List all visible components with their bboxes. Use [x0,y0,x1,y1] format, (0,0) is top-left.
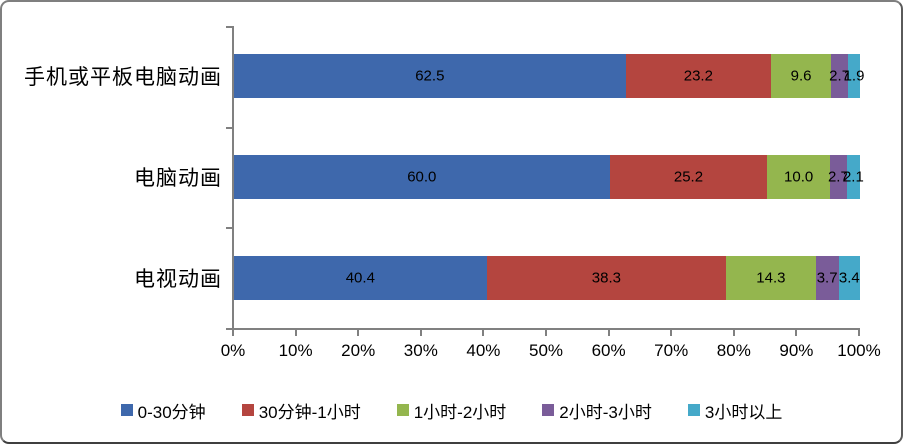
bar-segment: 14.3 [726,255,816,300]
bar-segment: 3.4 [838,255,860,300]
legend-swatch-icon [120,404,133,416]
category-label: 电脑动画 [134,165,222,190]
category-label: 电视动画 [134,266,222,291]
x-tick-label: 70% [654,341,689,360]
bar-segment: 38.3 [486,255,727,300]
bar-segment: 2.1 [843,155,864,199]
x-axis-tick [607,330,610,336]
y-axis-tick [226,126,233,129]
data-label: 3.7 [816,269,838,287]
x-axis-tick [419,330,422,336]
data-label: 23.2 [683,67,713,85]
legend-item: 1小时-2小时 [396,398,507,423]
x-axis-tick [232,330,234,336]
x-tick-label: 80% [716,341,751,360]
x-tick-label: 40% [466,341,501,360]
legend-swatch-icon [241,404,254,416]
bar-segment: 62.5 [234,54,626,99]
data-label: 25.2 [673,168,704,186]
legend: 0-30分钟 30分钟-1小时 1小时-2小时 2小时-3小时 3小时以上 [2,396,901,424]
legend-label: 1小时-2小时 [413,402,507,422]
legend-swatch-icon [687,404,700,416]
y-axis-tick [226,26,233,28]
bar-segment: 2.7 [827,155,849,199]
y-axis-tick [226,227,233,230]
x-tick-label: 100% [837,341,881,360]
bar-segment: 3.7 [815,255,839,300]
data-label: 2.7 [829,67,851,85]
data-label: 9.6 [790,67,812,85]
x-axis-tick [670,330,673,336]
bar-segment: 1.9 [844,54,864,99]
data-label: 38.3 [591,269,621,287]
data-label: 2.1 [842,168,864,186]
data-label: 40.4 [345,269,375,287]
category-label: 手机或平板电脑动画 [24,65,222,90]
x-tick-label: 10% [278,341,313,360]
legend-label: 0-30分钟 [137,402,206,422]
bar-segment: 10.0 [767,155,830,199]
legend-item: 30分钟-1小时 [241,398,361,423]
x-tick-label: 90% [779,341,814,360]
data-label: 60.0 [407,168,437,186]
data-label: 10.0 [784,168,814,186]
x-tick-label: 60% [591,341,626,360]
x-tick-label: 20% [341,341,376,360]
x-axis-tick [357,330,360,336]
x-tick-label: 50% [528,341,564,360]
bar-segment: 60.0 [234,155,610,199]
bar-segment: 2.7 [829,54,851,99]
bar-segment: 23.2 [625,54,772,99]
legend-label: 2小时-3小时 [559,402,652,422]
bar-segment: 40.4 [234,255,487,300]
x-axis-tick [482,330,485,336]
legend-label: 30分钟-1小时 [258,402,361,422]
x-tick-label: 30% [403,341,438,360]
y-axis-tick [226,328,233,330]
bar-row: 60.0 25.2 10.0 2.7 2.1 [234,155,864,199]
data-label: 1.9 [843,67,865,85]
bar-segment: 9.6 [771,54,832,99]
plot-area: 62.5 23.2 9.6 2.7 1.9 60.0 25.2 10.0 2.7 2.1 40.4 3… [232,26,864,330]
bar-segment: 25.2 [609,155,768,199]
x-axis-tick [545,330,547,336]
data-label: 2.7 [827,168,849,186]
bar-row: 62.5 23.2 9.6 2.7 1.9 [234,54,864,99]
data-label: 62.5 [415,67,445,85]
legend-swatch-icon [542,404,555,416]
data-label: 3.4 [838,269,860,287]
legend-item: 0-30分钟 [120,398,206,423]
legend-item: 2小时-3小时 [542,398,652,423]
x-axis-tick [294,330,297,336]
x-tick-label: 0% [220,341,246,360]
legend-item: 3小时以上 [687,398,783,423]
legend-swatch-icon [396,404,409,416]
bar-row: 40.4 38.3 14.3 3.7 3.4 [234,255,860,300]
x-axis-tick [732,330,735,336]
x-axis-tick [858,330,860,336]
data-label: 14.3 [756,269,786,287]
x-axis-tick [795,330,798,336]
legend-label: 3小时以上 [704,402,783,422]
